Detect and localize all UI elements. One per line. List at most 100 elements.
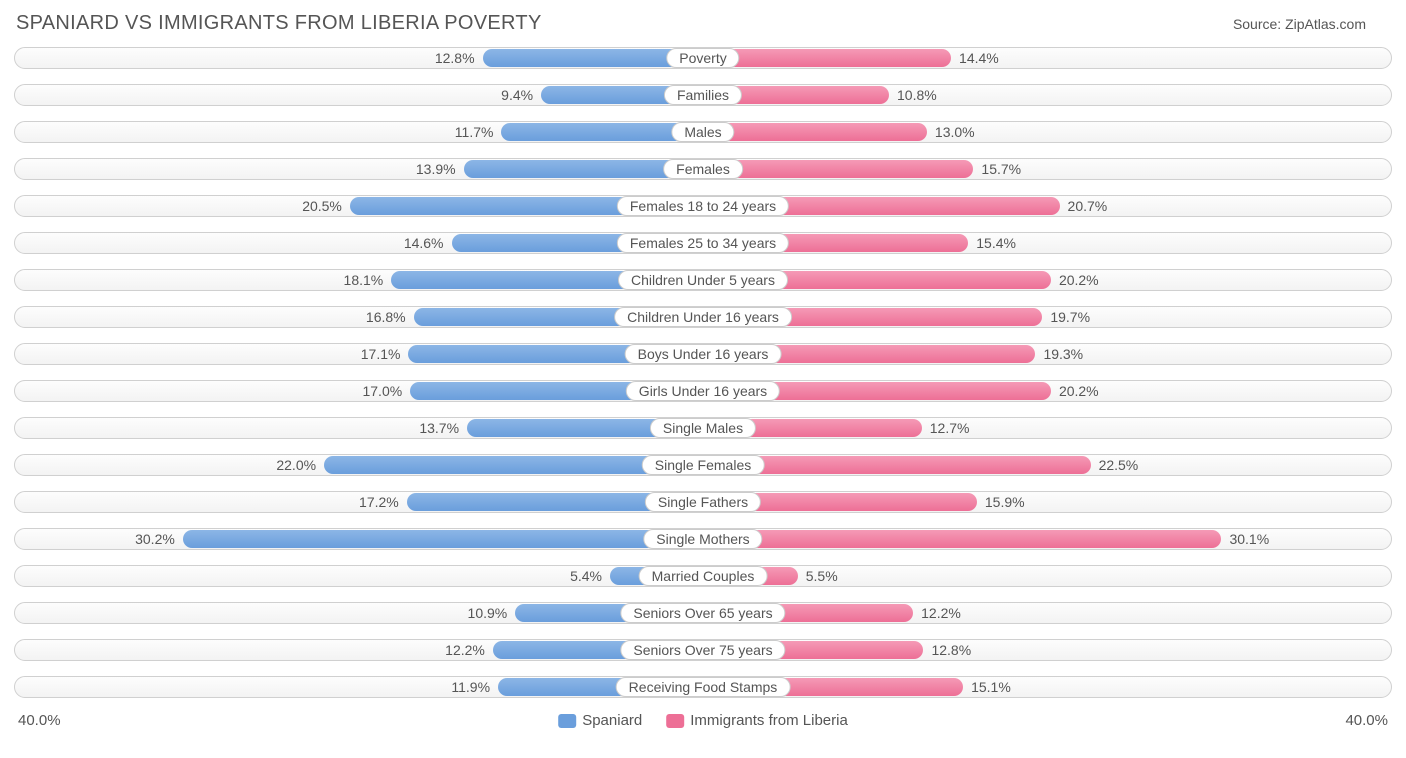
value-label-right: 14.4%	[959, 50, 999, 66]
row-half-right: 5.5%	[703, 559, 1392, 593]
bar-right	[703, 49, 951, 67]
row-half-left: 16.8%	[14, 300, 703, 334]
row-half-right: 12.2%	[703, 596, 1392, 630]
category-label: Females 25 to 34 years	[617, 233, 789, 253]
value-label-right: 19.7%	[1050, 309, 1090, 325]
axis-max-left: 40.0%	[18, 712, 61, 729]
bar-right	[703, 530, 1221, 548]
value-label-left: 20.5%	[302, 198, 342, 214]
axis-max-right: 40.0%	[1345, 712, 1388, 729]
row-half-right: 30.1%	[703, 522, 1392, 556]
row-half-right: 22.5%	[703, 448, 1392, 482]
value-label-left: 5.4%	[570, 568, 602, 584]
row-half-right: 19.7%	[703, 300, 1392, 334]
row-half-left: 17.2%	[14, 485, 703, 519]
value-label-left: 12.2%	[445, 642, 485, 658]
row-half-left: 11.9%	[14, 670, 703, 704]
chart-row: 10.9%12.2%Seniors Over 65 years	[14, 596, 1392, 630]
row-half-left: 12.8%	[14, 41, 703, 75]
row-half-left: 13.9%	[14, 152, 703, 186]
value-label-left: 17.2%	[359, 494, 399, 510]
category-label: Girls Under 16 years	[626, 381, 780, 401]
row-half-left: 10.9%	[14, 596, 703, 630]
chart-row: 20.5% 20.7% Females 18 to 24 years	[14, 189, 1392, 223]
value-label-left: 17.0%	[362, 383, 402, 399]
value-label-left: 18.1%	[344, 272, 384, 288]
row-half-right: 12.8%	[703, 633, 1392, 667]
chart-row: 17.0% 20.2%Girls Under 16 years	[14, 374, 1392, 408]
chart-row: 17.1% 19.3% Boys Under 16 years	[14, 337, 1392, 371]
chart-row: 12.8%14.4%Poverty	[14, 41, 1392, 75]
value-label-left: 17.1%	[361, 346, 401, 362]
chart-row: 14.6% 15.4% Females 25 to 34 years	[14, 226, 1392, 260]
value-label-left: 13.9%	[416, 161, 456, 177]
bar-right	[703, 123, 927, 141]
category-label: Boys Under 16 years	[625, 344, 782, 364]
row-half-left: 18.1%	[14, 263, 703, 297]
value-label-right: 15.1%	[971, 679, 1011, 695]
category-label: Receiving Food Stamps	[616, 677, 791, 697]
row-half-left: 30.2%	[14, 522, 703, 556]
legend-label-left: Spaniard	[582, 712, 642, 729]
value-label-left: 9.4%	[501, 87, 533, 103]
chart-header: SPANIARD VS IMMIGRANTS FROM LIBERIA POVE…	[0, 0, 1406, 41]
chart-row: 16.8%19.7%Children Under 16 years	[14, 300, 1392, 334]
chart-row: 17.2%15.9%Single Fathers	[14, 485, 1392, 519]
chart-row: 5.4%5.5%Married Couples	[14, 559, 1392, 593]
chart-row: 13.7% 12.7%Single Males	[14, 411, 1392, 445]
source-prefix: Source:	[1233, 16, 1285, 32]
value-label-right: 20.7%	[1068, 198, 1108, 214]
row-half-right: 20.7%	[703, 189, 1392, 223]
chart-legend: Spaniard Immigrants from Liberia	[558, 712, 848, 729]
row-half-left: 9.4%	[14, 78, 703, 112]
value-label-left: 12.8%	[435, 50, 475, 66]
legend-label-right: Immigrants from Liberia	[690, 712, 848, 729]
row-half-right: 15.9%	[703, 485, 1392, 519]
row-half-left: 11.7%	[14, 115, 703, 149]
value-label-left: 14.6%	[404, 235, 444, 251]
row-half-left: 5.4%	[14, 559, 703, 593]
category-label: Children Under 5 years	[618, 270, 788, 290]
legend-item-right: Immigrants from Liberia	[666, 712, 848, 729]
value-label-right: 15.4%	[976, 235, 1016, 251]
value-label-right: 15.9%	[985, 494, 1025, 510]
source-name: ZipAtlas.com	[1285, 16, 1366, 32]
row-half-left: 14.6%	[14, 226, 703, 260]
row-half-right: 15.4%	[703, 226, 1392, 260]
chart-row: 12.2% 12.8% Seniors Over 75 years	[14, 633, 1392, 667]
row-half-right: 20.2%	[703, 374, 1392, 408]
chart-rows: 12.8%14.4%Poverty9.4%10.8%Families11.7%1…	[0, 41, 1406, 704]
chart-row: 11.7%13.0%Males	[14, 115, 1392, 149]
legend-item-left: Spaniard	[558, 712, 642, 729]
value-label-right: 19.3%	[1043, 346, 1083, 362]
category-label: Females	[663, 159, 743, 179]
chart-row: 13.9% 15.7% Females	[14, 152, 1392, 186]
row-half-right: 19.3%	[703, 337, 1392, 371]
chart-title: SPANIARD VS IMMIGRANTS FROM LIBERIA POVE…	[16, 12, 542, 35]
value-label-right: 10.8%	[897, 87, 937, 103]
value-label-left: 13.7%	[419, 420, 459, 436]
category-label: Single Females	[642, 455, 765, 475]
row-half-left: 20.5%	[14, 189, 703, 223]
value-label-right: 5.5%	[806, 568, 838, 584]
chart-row: 30.2% 30.1% Single Mothers	[14, 522, 1392, 556]
value-label-right: 22.5%	[1099, 457, 1139, 473]
value-label-left: 11.7%	[455, 124, 494, 140]
category-label: Males	[671, 122, 734, 142]
value-label-left: 10.9%	[468, 605, 508, 621]
row-half-left: 22.0%	[14, 448, 703, 482]
category-label: Single Mothers	[643, 529, 762, 549]
category-label: Females 18 to 24 years	[617, 196, 789, 216]
category-label: Families	[664, 85, 742, 105]
value-label-right: 30.1%	[1229, 531, 1269, 547]
category-label: Single Males	[650, 418, 756, 438]
category-label: Seniors Over 75 years	[620, 640, 785, 660]
chart-footer: 40.0% Spaniard Immigrants from Liberia 4…	[0, 710, 1406, 740]
row-half-right: 12.7%	[703, 411, 1392, 445]
value-label-right: 15.7%	[981, 161, 1021, 177]
value-label-right: 12.8%	[931, 642, 971, 658]
row-half-right: 15.1%	[703, 670, 1392, 704]
bar-right	[703, 160, 973, 178]
row-half-left: 17.1%	[14, 337, 703, 371]
row-half-right: 10.8%	[703, 78, 1392, 112]
